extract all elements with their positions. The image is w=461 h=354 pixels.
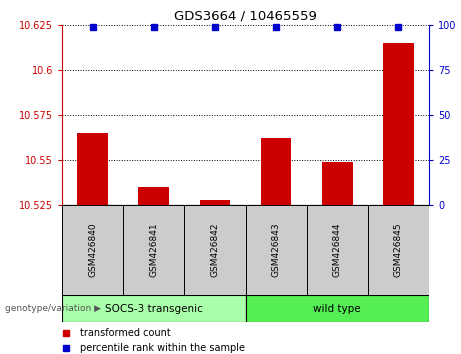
Text: GSM426845: GSM426845 bbox=[394, 223, 403, 277]
Bar bbox=[138, 187, 169, 205]
Bar bbox=[62, 205, 123, 295]
Text: GSM426843: GSM426843 bbox=[272, 223, 281, 277]
Text: GSM426840: GSM426840 bbox=[88, 223, 97, 277]
Bar bbox=[261, 138, 291, 205]
Bar bbox=[200, 200, 230, 205]
Bar bbox=[123, 205, 184, 295]
Bar bbox=[246, 295, 429, 322]
Text: wild type: wild type bbox=[313, 303, 361, 314]
Bar bbox=[307, 205, 368, 295]
Text: GSM426841: GSM426841 bbox=[149, 223, 158, 277]
Bar bbox=[383, 43, 414, 205]
Bar bbox=[322, 162, 353, 205]
Bar bbox=[184, 205, 246, 295]
Text: percentile rank within the sample: percentile rank within the sample bbox=[80, 343, 245, 353]
Bar bbox=[246, 205, 307, 295]
Bar bbox=[368, 205, 429, 295]
Text: SOCS-3 transgenic: SOCS-3 transgenic bbox=[105, 303, 203, 314]
Text: GSM426842: GSM426842 bbox=[210, 223, 219, 277]
Text: transformed count: transformed count bbox=[80, 328, 171, 338]
Text: GSM426844: GSM426844 bbox=[333, 223, 342, 277]
Bar bbox=[62, 295, 246, 322]
Title: GDS3664 / 10465559: GDS3664 / 10465559 bbox=[174, 10, 317, 22]
Bar bbox=[77, 133, 108, 205]
Text: genotype/variation ▶: genotype/variation ▶ bbox=[5, 304, 100, 313]
